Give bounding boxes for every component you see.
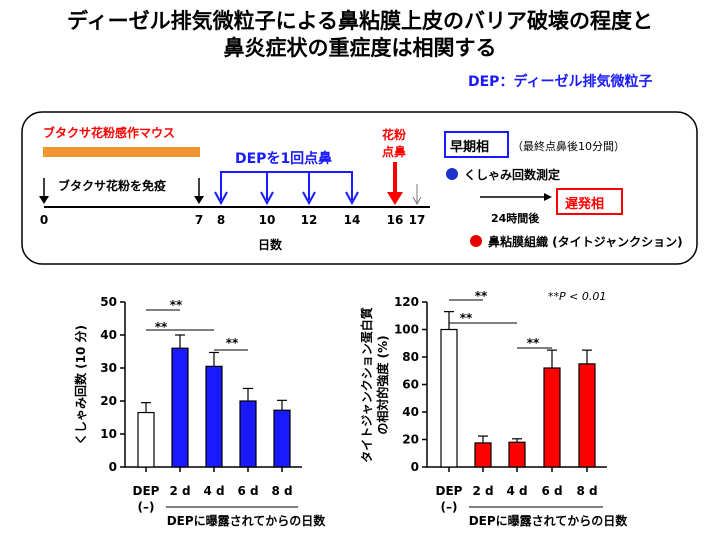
pollen-label-2: 点鼻 <box>382 145 407 159</box>
chart2-y-tick-label: 20 <box>402 433 419 447</box>
day-tick-12: 12 <box>300 213 318 227</box>
chart1-significance-label: ** <box>155 320 168 334</box>
chart1-y-tick-label: 0 <box>109 460 117 474</box>
chart2-bar <box>508 441 526 468</box>
chart2-bar <box>474 442 492 468</box>
page-title-line1: ディーゼル排気微粒子による鼻粘膜上皮のバリア破壊の程度と <box>67 9 653 33</box>
page-title-line2: 鼻炎症状の重症度は相関する <box>223 36 497 60</box>
day-tick-7: 7 <box>194 213 204 227</box>
chart1-y-tick-label: 50 <box>100 295 117 309</box>
chart2-y-tick-label: 40 <box>402 405 419 419</box>
early-phase-label: 早期相 <box>450 140 490 155</box>
chart2-category-label: DEP <box>436 484 463 498</box>
dep-abbrev-sep: ： <box>499 74 514 90</box>
chart2-ylabel-line2: の相対的強度 (%) <box>375 335 390 434</box>
immunize-label: ブタクサ花粉を免疫 <box>58 179 167 193</box>
day-tick-16: 16 <box>386 213 404 227</box>
early-phase-note: （最終点鼻後10分間） <box>512 140 625 153</box>
chart2-xlabel: DEPに曝露されてからの日数 <box>469 513 629 528</box>
chart1-category-label: 8 d <box>271 484 292 498</box>
chart1-bar <box>137 411 155 468</box>
late-phase-box <box>556 188 623 215</box>
chart2-bar <box>578 363 596 468</box>
chart1-significance-label: ** <box>226 336 239 350</box>
day-axis-label: 日数 <box>258 238 283 252</box>
chart2-y-tick-label: 60 <box>402 378 419 392</box>
chart2-category-label: 8 d <box>576 484 597 498</box>
day17-arrowhead <box>412 196 422 206</box>
red-dot-icon <box>470 235 482 247</box>
mouse-label: ブタクサ花粉感作マウス <box>43 126 176 140</box>
hours-label: 24時間後 <box>491 212 540 225</box>
chart1-bar <box>171 347 189 468</box>
chart1-y-tick-label: 40 <box>100 328 117 342</box>
chart1-y-tick-label: 10 <box>100 427 117 441</box>
day-tick-14: 14 <box>343 213 361 227</box>
chart2-y-tick-label: 0 <box>411 460 419 474</box>
blue-dot-icon <box>446 168 458 180</box>
chart2-category-label: 6 d <box>541 484 562 498</box>
chart2-category-label: 4 d <box>506 484 527 498</box>
chart1-category-label: 2 d <box>169 484 190 498</box>
chart1-ylabel: くしゃみ回数 (10 分) <box>73 325 88 445</box>
chart2-significance-label: ** <box>527 336 540 350</box>
dep-abbrev-meaning: ディーゼル排気微粒子 <box>513 74 653 90</box>
dep-label: DEPを1回点鼻 <box>235 151 333 167</box>
dep-arrowheads <box>214 191 359 206</box>
dep-bracket <box>220 171 353 200</box>
chart1-category-label: 6 d <box>237 484 258 498</box>
chart2-bar <box>543 367 561 468</box>
pvalue-note: **P < 0.01 <box>548 290 606 303</box>
chart1-control-sublabel: (–) <box>138 500 155 514</box>
dep-abbreviation: DEP：ディーゼル排気微粒子 <box>468 71 652 91</box>
chart1-bar <box>205 365 223 468</box>
chart2-significance-label: ** <box>475 289 488 303</box>
early-phase-box <box>444 131 509 158</box>
sneeze-measure-label: くしゃみ回数測定 <box>464 168 561 182</box>
chart1-significance-label: ** <box>170 298 183 312</box>
late-phase-label: 遅発相 <box>565 197 605 212</box>
chart2-bar <box>440 328 458 468</box>
chart2-category-label: 2 d <box>472 484 493 498</box>
day-tick-17: 17 <box>408 213 426 227</box>
tissue-label: 鼻粘膜組織 (タイトジャンクション) <box>488 235 683 249</box>
chart1-y-tick-label: 30 <box>100 361 117 375</box>
immunize-arrowhead-0 <box>39 196 49 204</box>
chart2-y-tick-label: 80 <box>402 350 419 364</box>
pollen-label-1: 花粉 <box>382 128 407 142</box>
day-tick-10: 10 <box>258 213 276 227</box>
chart1-category-label: DEP <box>133 484 160 498</box>
sensitization-bar <box>43 147 200 157</box>
chart2-y-tick-label: 100 <box>394 323 419 337</box>
pollen-arrowhead <box>387 192 403 205</box>
chart1-y-tick-label: 20 <box>100 394 117 408</box>
immunize-arrowhead-7 <box>194 196 204 204</box>
chart1-category-label: 4 d <box>203 484 224 498</box>
chart2-y-tick-label: 120 <box>394 295 419 309</box>
day-tick-0: 0 <box>39 213 49 227</box>
chart1-bar <box>273 409 291 468</box>
chart2-control-sublabel: (–) <box>441 500 458 514</box>
day-tick-8: 8 <box>216 213 226 227</box>
chart2-significance-label: ** <box>460 311 473 325</box>
chart1-xlabel: DEPに曝露されてからの日数 <box>167 513 327 528</box>
chart1-bar <box>239 400 257 468</box>
chart2-ylabel-line1: タイトジャンクション蛋白質 <box>359 307 374 462</box>
dep-abbrev-key: DEP <box>468 74 500 90</box>
